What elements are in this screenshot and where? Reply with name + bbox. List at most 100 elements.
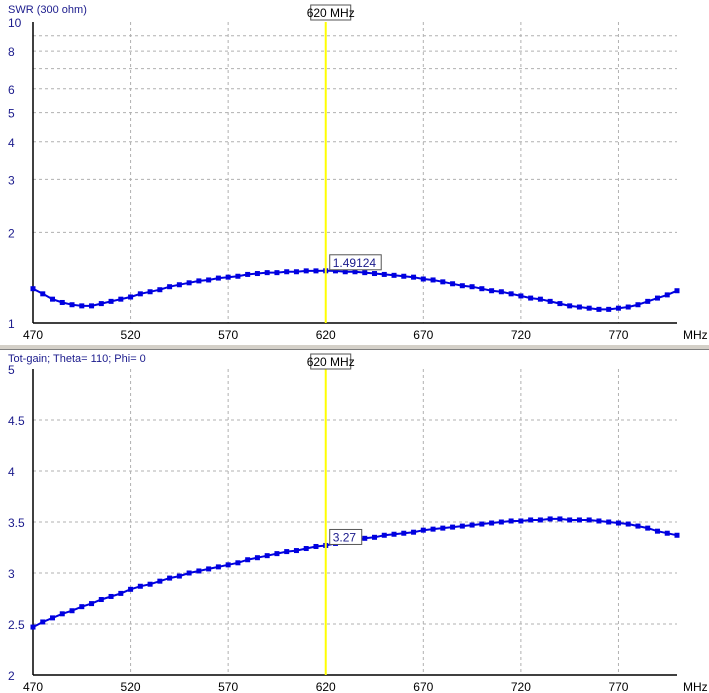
x-tick-label: 470 (23, 328, 43, 342)
x-tick-label: 520 (121, 328, 141, 342)
data-point (303, 268, 309, 274)
data-point (420, 276, 426, 282)
data-point (147, 289, 153, 295)
data-point (225, 274, 231, 280)
data-point (206, 566, 212, 572)
data-point (264, 553, 270, 559)
x-tick-label: 470 (23, 680, 43, 693)
panel-separator (0, 345, 709, 349)
data-point (30, 286, 36, 292)
data-point (401, 530, 407, 536)
data-point (362, 270, 368, 276)
y-tick-label: 8 (8, 45, 15, 59)
y-tick-label: 4.5 (8, 414, 25, 428)
data-point (79, 303, 85, 309)
y-tick-label: 6 (8, 83, 15, 97)
data-point (196, 568, 202, 574)
data-point (411, 274, 417, 280)
data-point (284, 549, 290, 555)
data-point (196, 278, 202, 284)
x-tick-label: 670 (413, 680, 433, 693)
data-point (518, 518, 524, 524)
data-point (167, 575, 173, 581)
data-point (615, 305, 621, 311)
data-point (274, 551, 280, 557)
data-point (576, 517, 582, 523)
data-point (391, 272, 397, 278)
data-point (440, 525, 446, 531)
data-point (108, 593, 114, 599)
data-point (635, 523, 641, 529)
data-point (342, 269, 348, 275)
data-point (245, 271, 251, 277)
data-point (537, 296, 543, 302)
data-point (215, 275, 221, 281)
data-point (264, 270, 270, 276)
data-point (645, 298, 651, 304)
panel-separator-shadow (0, 349, 709, 350)
data-point (459, 283, 465, 289)
y-tick-label: 2.5 (8, 618, 25, 632)
data-point (69, 608, 75, 614)
data-point (254, 555, 260, 561)
data-point (567, 303, 573, 309)
data-point (206, 277, 212, 283)
marker-value-box (329, 528, 363, 545)
data-point (664, 292, 670, 298)
data-point (128, 586, 134, 592)
y-tick-label: 4 (8, 465, 15, 479)
gain-chart: Tot-gain; Theta= 110; Phi= 0 470 520 570 62… (8, 353, 708, 693)
data-point (215, 564, 221, 570)
data-point (59, 299, 65, 305)
y-tick-label: 5 (8, 363, 15, 377)
data-point (518, 293, 524, 299)
marker-value-label: 3.27 (333, 530, 357, 544)
data-point (372, 271, 378, 277)
data-point (118, 296, 124, 302)
data-point (254, 271, 260, 277)
data-point (528, 295, 534, 301)
data-point (186, 570, 192, 576)
x-axis-unit: MHz (683, 328, 708, 342)
data-point (606, 519, 612, 525)
data-point (450, 524, 456, 530)
frequency-marker-box (310, 4, 352, 21)
data-point (674, 288, 680, 294)
x-tick-label: 570 (218, 680, 238, 693)
data-point (352, 269, 358, 275)
chart-title: Tot-gain; Theta= 110; Phi= 0 (8, 353, 146, 365)
data-point (645, 525, 651, 531)
frequency-marker-box (310, 353, 352, 370)
data-point (625, 304, 631, 310)
data-point (654, 295, 660, 301)
x-tick-label: 770 (608, 328, 628, 342)
data-point (547, 298, 553, 304)
swr-chart: SWR (300 ohm) 470 520 570 620 670 720 770 MHz 10… (8, 4, 708, 342)
data-point (528, 517, 534, 523)
y-tick-label: 3 (8, 567, 15, 581)
data-point (391, 531, 397, 537)
data-point (625, 521, 631, 527)
data-point (430, 277, 436, 283)
data-point (186, 280, 192, 286)
data-point (557, 301, 563, 307)
data-point (40, 619, 46, 625)
data-point (50, 296, 56, 302)
y-tick-label: 2 (8, 669, 15, 683)
data-point (557, 516, 563, 522)
series-line (32, 269, 678, 311)
x-axis-unit: MHz (683, 680, 708, 693)
data-point (50, 615, 56, 621)
data-point (498, 289, 504, 295)
x-tick-label: 620 (316, 680, 336, 693)
data-point (664, 530, 670, 536)
x-tick-label: 620 (316, 328, 336, 342)
data-point (586, 305, 592, 311)
x-tick-label: 670 (413, 328, 433, 342)
data-point (137, 291, 143, 297)
data-point (450, 281, 456, 287)
x-tick-label: 570 (218, 328, 238, 342)
data-point (654, 528, 660, 534)
data-point (30, 624, 36, 630)
data-point (430, 526, 436, 532)
